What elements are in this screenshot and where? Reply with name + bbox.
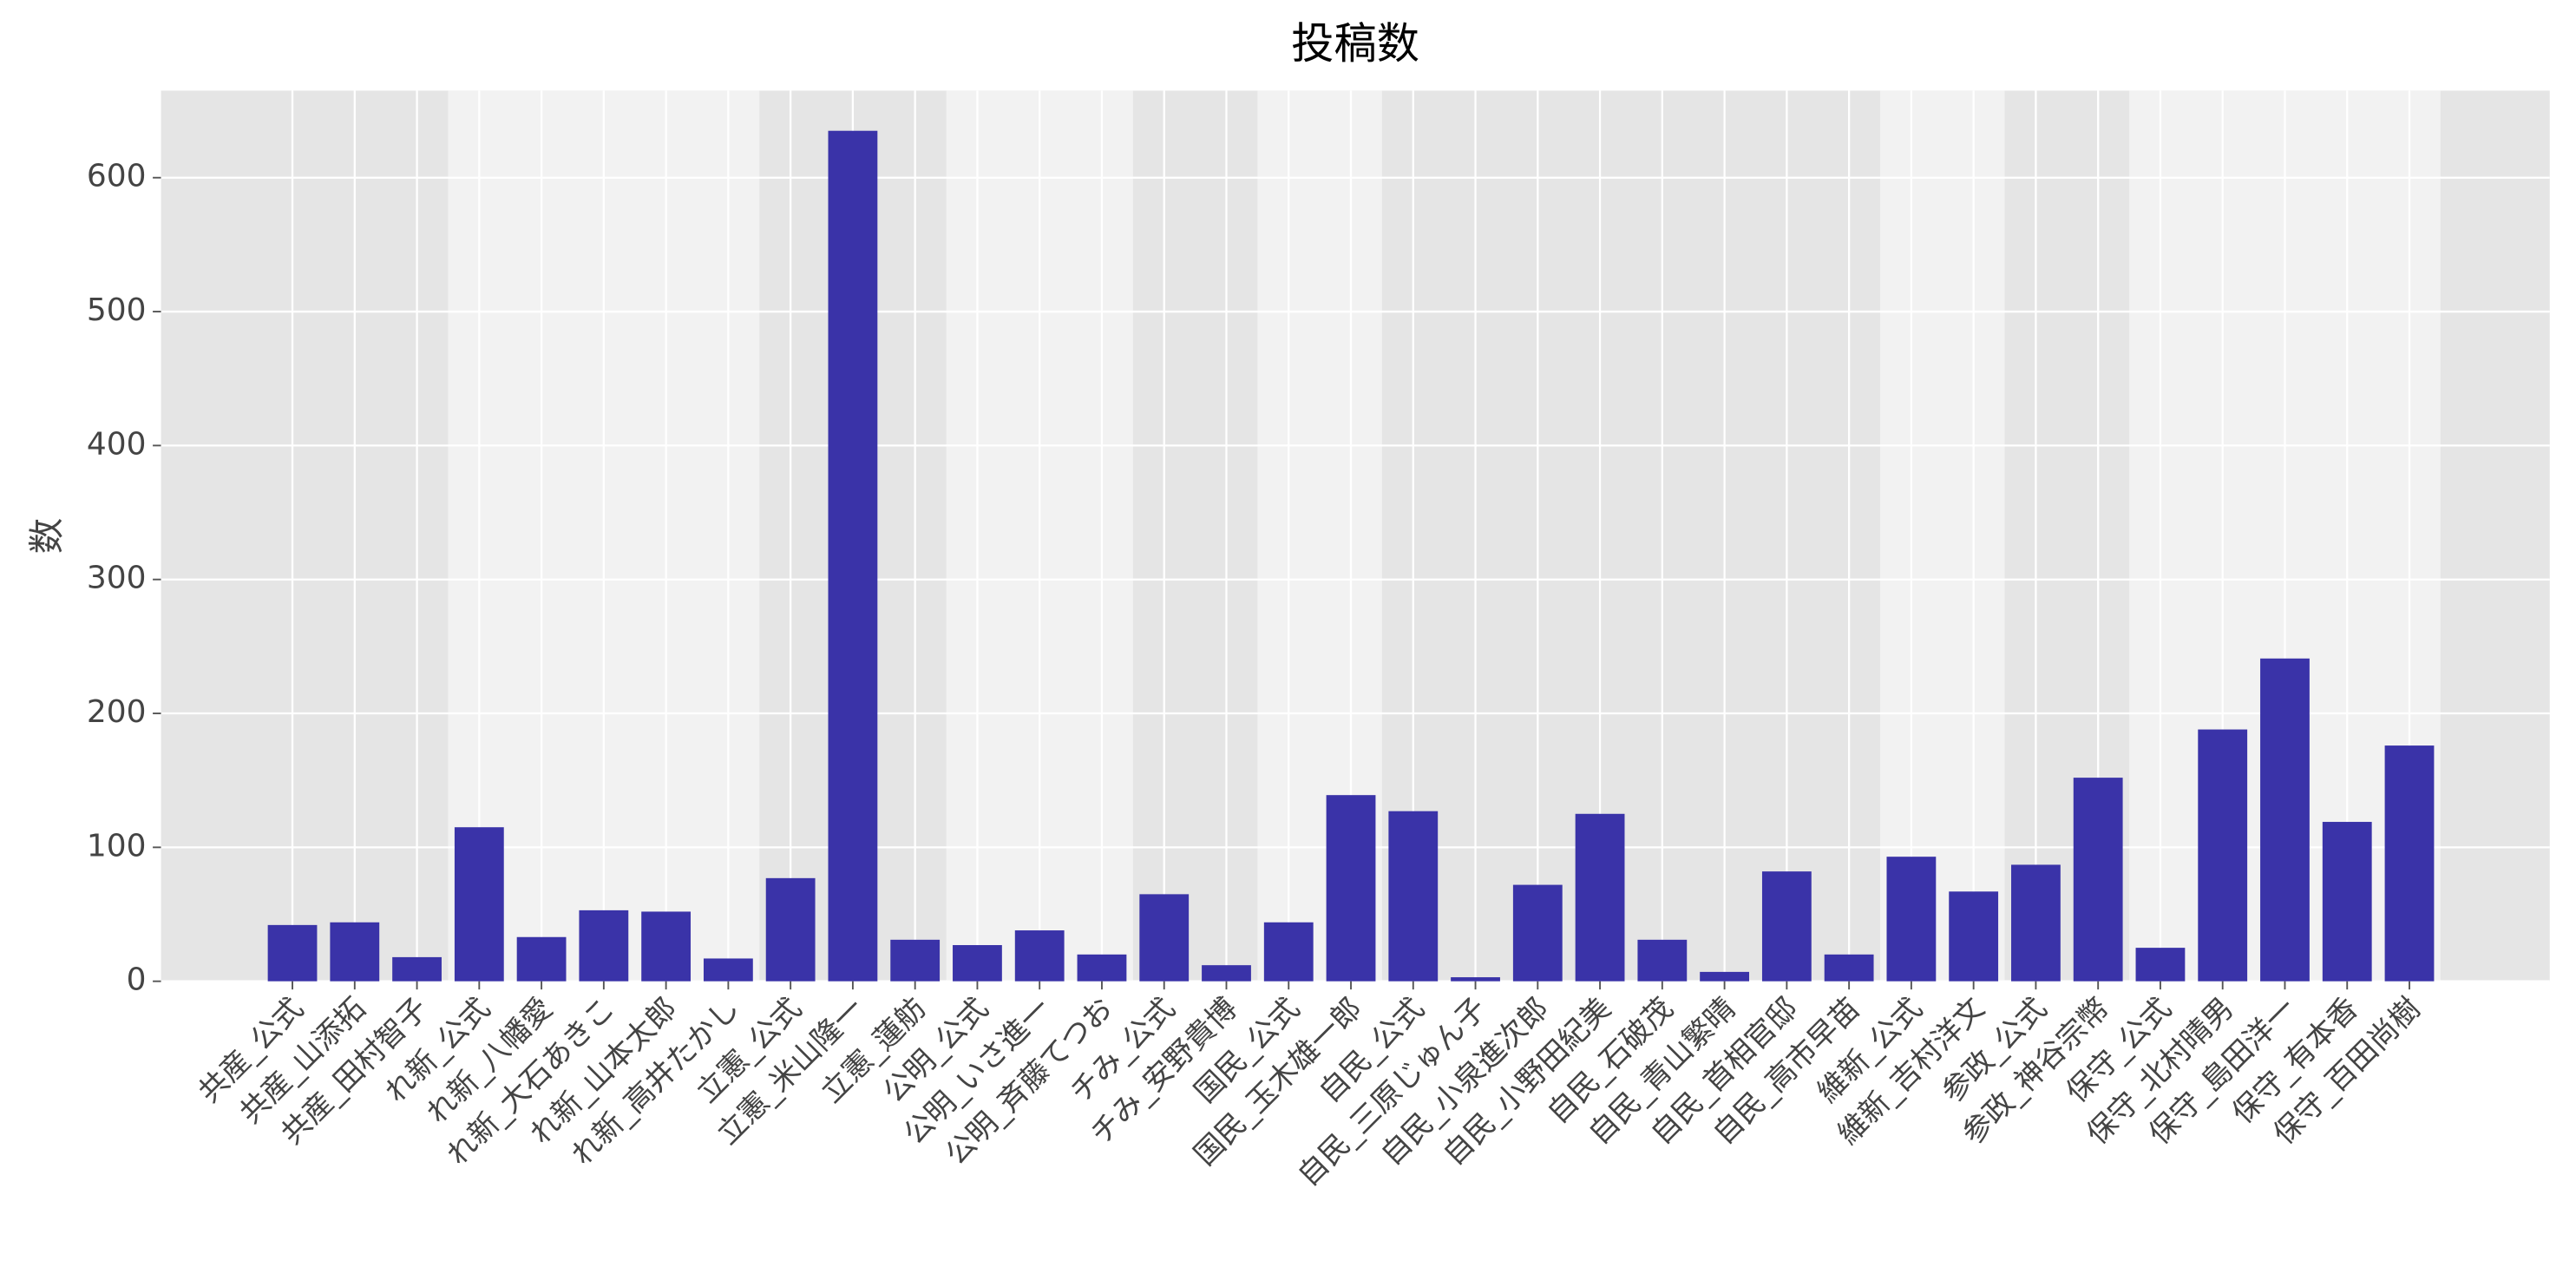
bar [1139, 894, 1190, 982]
bar [2198, 729, 2248, 982]
bar [703, 958, 753, 982]
bar [1824, 954, 1874, 982]
chart-title: 投稿数 [1291, 18, 1419, 69]
y-tick-label: 0 [127, 962, 147, 998]
bar [516, 936, 567, 982]
bar [392, 956, 442, 982]
bar [641, 911, 692, 982]
bar [953, 945, 1002, 982]
bar [765, 877, 816, 982]
bar [454, 827, 504, 982]
bar [1761, 871, 1812, 982]
y-tick-label: 400 [87, 426, 147, 462]
bar [1512, 884, 1563, 982]
bar [2322, 822, 2372, 982]
bar [2384, 745, 2435, 982]
bar [1388, 811, 1439, 982]
bar [890, 939, 941, 982]
y-axis-label: 数 [25, 518, 68, 555]
bar [1949, 891, 1999, 982]
bar [2135, 948, 2186, 982]
bar [267, 924, 318, 982]
bar [2073, 778, 2123, 982]
bar [1451, 977, 1500, 982]
bar [1575, 813, 1625, 982]
bar [1014, 930, 1065, 982]
bar [579, 910, 629, 982]
bar [1326, 795, 1376, 982]
bar [330, 922, 380, 982]
group-band [1880, 90, 2005, 982]
y-tick-label: 500 [87, 292, 147, 328]
y-tick-label: 600 [87, 159, 147, 194]
bar [1700, 971, 1750, 982]
bar [1077, 954, 1127, 982]
bar [2260, 658, 2310, 982]
y-tick-label: 200 [87, 694, 147, 730]
bar [828, 130, 878, 982]
bar [1263, 922, 1314, 982]
bar [1886, 857, 1937, 982]
y-tick-label: 100 [87, 828, 147, 864]
bar [1202, 965, 1251, 982]
bar [1637, 939, 1688, 982]
y-tick-label: 300 [87, 561, 147, 596]
bar [2011, 864, 2061, 982]
